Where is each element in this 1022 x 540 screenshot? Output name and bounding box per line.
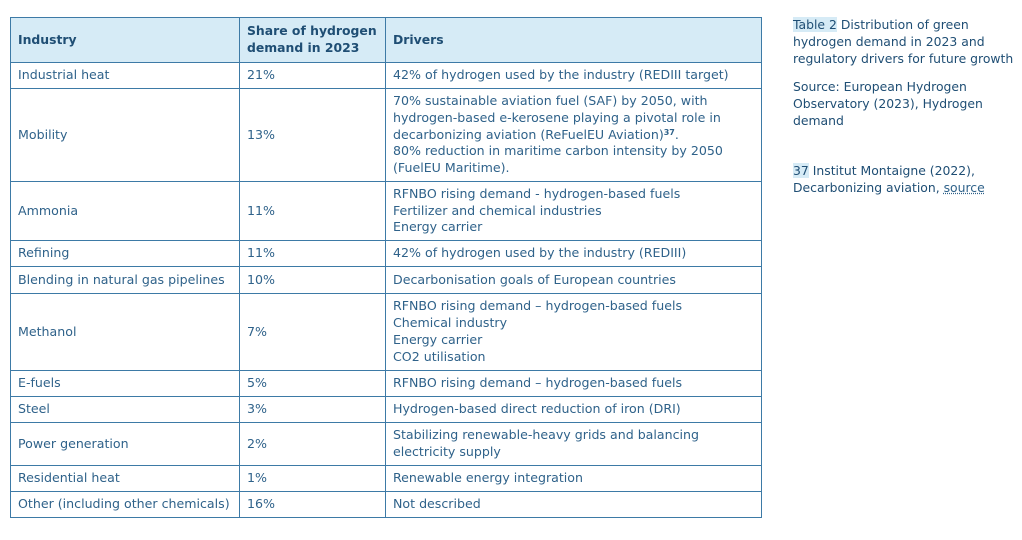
table-row: Power generation 2% Stabilizing renewabl…	[10, 422, 762, 466]
table-row: Blending in natural gas pipelines 10% De…	[10, 266, 762, 294]
share-cell: 7%	[239, 293, 386, 371]
industry-cell: Industrial heat	[10, 62, 240, 89]
source-link[interactable]: source	[943, 180, 985, 195]
driver-line: Decarbonisation goals of European countr…	[393, 271, 676, 287]
drivers-cell: RFNBO rising demand - hydrogen-based fue…	[385, 181, 762, 241]
footnote: 37 Institut Montaigne (2022), Decarboniz…	[793, 162, 1018, 196]
caption-source: Source: European Hydrogen Observatory (2…	[793, 79, 983, 128]
header-drivers: Drivers	[385, 17, 762, 63]
driver-line: 42% of hydrogen used by the industry (RE…	[393, 67, 729, 83]
driver-line: Hydrogen-based direct reduction of iron …	[393, 401, 681, 417]
driver-line: 80% reduction in maritime carbon intensi…	[393, 143, 723, 176]
driver-line: Chemical industry	[393, 315, 508, 331]
drivers-cell: RFNBO rising demand – hydrogen-based fue…	[385, 293, 762, 371]
footnote-ref: 37	[663, 127, 675, 137]
industry-cell: Steel	[10, 396, 240, 423]
share-cell: 11%	[239, 240, 386, 267]
industry-cell: Blending in natural gas pipelines	[10, 266, 240, 294]
caption-text: Distribution of green hydrogen demand in…	[793, 17, 1014, 66]
driver-line: Energy carrier	[393, 219, 483, 235]
driver-line: Stabilizing renewable-heavy grids and ba…	[393, 427, 700, 459]
driver-line: Not described	[393, 496, 481, 512]
header-industry: Industry	[10, 17, 240, 63]
driver-line: 70% sustainable aviation fuel (SAF) by 2…	[393, 93, 721, 142]
drivers-cell: Decarbonisation goals of European countr…	[385, 266, 762, 294]
driver-line: Energy carrier	[393, 332, 483, 347]
industry-cell: E-fuels	[10, 370, 240, 397]
caption-label: Table 2	[793, 17, 837, 32]
table-header-row: Industry Share of hydrogen demand in 202…	[10, 17, 762, 63]
share-cell: 3%	[239, 396, 386, 423]
share-cell: 21%	[239, 62, 386, 89]
drivers-cell: RFNBO rising demand – hydrogen-based fue…	[385, 370, 762, 397]
driver-line: Renewable energy integration	[393, 470, 583, 486]
share-cell: 2%	[239, 422, 386, 466]
industry-cell: Power generation	[10, 422, 240, 466]
drivers-cell: 42% of hydrogen used by the industry (RE…	[385, 240, 762, 267]
share-cell: 16%	[239, 491, 386, 518]
footnote-text: Institut Montaigne (2022), Decarbonizing…	[793, 163, 975, 195]
table-row: Other (including other chemicals) 16% No…	[10, 491, 762, 518]
driver-line: RFNBO rising demand – hydrogen-based fue…	[393, 298, 683, 314]
driver-line: CO2 utilisation	[393, 348, 486, 364]
driver-line: RFNBO rising demand – hydrogen-based fue…	[393, 375, 683, 391]
industry-cell: Residential heat	[10, 465, 240, 492]
table-row: Refining 11% 42% of hydrogen used by the…	[10, 240, 762, 267]
driver-line: Fertilizer and chemical industries	[393, 202, 602, 218]
drivers-cell: Renewable energy integration	[385, 465, 762, 492]
table-row: E-fuels 5% RFNBO rising demand – hydroge…	[10, 370, 762, 397]
table-row: Industrial heat 21% 42% of hydrogen used…	[10, 62, 762, 89]
table-row: Ammonia 11% RFNBO rising demand - hydrog…	[10, 181, 762, 241]
share-cell: 10%	[239, 266, 386, 294]
industry-cell: Methanol	[10, 293, 240, 371]
footnote-number: 37	[793, 163, 809, 178]
table-row: Methanol 7% RFNBO rising demand – hydrog…	[10, 293, 762, 371]
table-caption: Table 2 Distribution of green hydrogen d…	[793, 16, 1018, 67]
header-share: Share of hydrogen demand in 2023	[239, 17, 386, 63]
industry-cell: Mobility	[10, 88, 240, 182]
table-row: Residential heat 1% Renewable energy int…	[10, 465, 762, 492]
industry-cell: Other (including other chemicals)	[10, 491, 240, 518]
driver-line: 42% of hydrogen used by the industry (RE…	[393, 245, 687, 261]
share-cell: 1%	[239, 465, 386, 492]
hydrogen-demand-table: Industry Share of hydrogen demand in 202…	[10, 17, 762, 518]
drivers-cell: Hydrogen-based direct reduction of iron …	[385, 396, 762, 423]
table-row: Steel 3% Hydrogen-based direct reduction…	[10, 396, 762, 423]
drivers-cell: Not described	[385, 491, 762, 518]
table-row: Mobility 13% 70% sustainable aviation fu…	[10, 88, 762, 182]
drivers-cell: 42% of hydrogen used by the industry (RE…	[385, 62, 762, 89]
industry-cell: Ammonia	[10, 181, 240, 241]
share-cell: 5%	[239, 370, 386, 397]
drivers-cell: Stabilizing renewable-heavy grids and ba…	[385, 422, 762, 466]
share-cell: 13%	[239, 88, 386, 182]
industry-cell: Refining	[10, 240, 240, 267]
driver-line: RFNBO rising demand - hydrogen-based fue…	[393, 185, 681, 201]
drivers-cell: 70% sustainable aviation fuel (SAF) by 2…	[385, 88, 762, 182]
share-cell: 11%	[239, 181, 386, 241]
driver-text: 70% sustainable aviation fuel (SAF) by 2…	[393, 93, 721, 142]
